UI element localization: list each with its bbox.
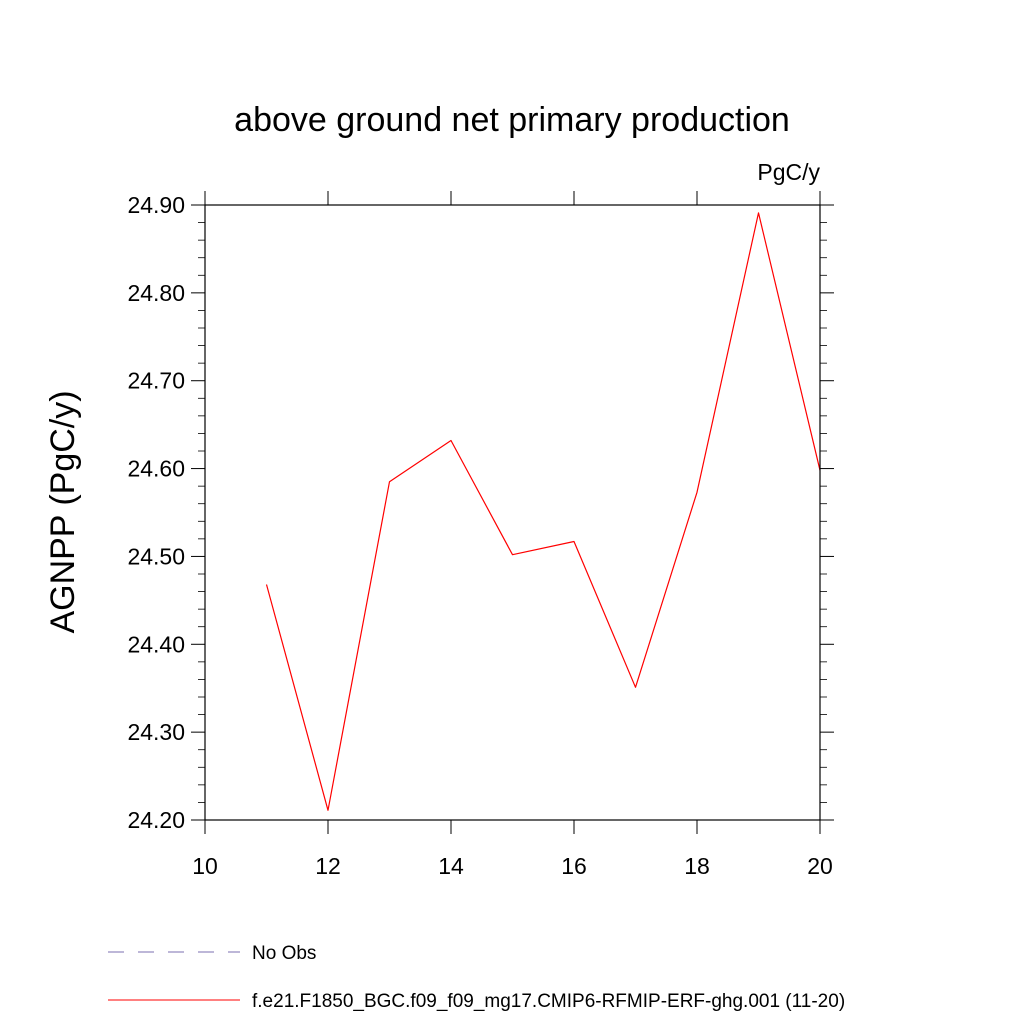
series-line <box>265 212 821 811</box>
x-tick-label: 10 <box>192 853 218 879</box>
x-tick-label: 18 <box>684 853 710 879</box>
legend-label: f.e21.F1850_BGC.f09_f09_mg17.CMIP6-RFMIP… <box>252 991 845 1012</box>
y-tick-label: 24.40 <box>127 631 185 657</box>
units-label: PgC/y <box>757 159 820 185</box>
axis-tick-labels: 24.20 24.30 24.40 24.50 24.60 24.70 24.80 24.90… <box>127 192 832 879</box>
y-tick-label: 24.90 <box>127 192 185 218</box>
y-tick-label: 24.60 <box>127 456 185 482</box>
axis-ticks <box>191 191 834 834</box>
plot-frame <box>204 204 821 821</box>
legend: No Obs f.e21.F1850_BGC.f09_f09_mg17.CMIP6… <box>108 943 845 1012</box>
x-tick-label: 20 <box>807 853 833 879</box>
y-tick-label: 24.70 <box>127 368 185 394</box>
legend-label: No Obs <box>252 943 316 964</box>
y-tick-label: 24.80 <box>127 280 185 306</box>
x-tick-label: 14 <box>438 853 464 879</box>
chart-title: above ground net primary production <box>234 101 790 139</box>
x-tick-label: 16 <box>561 853 587 879</box>
y-axis-label: AGNPP (PgC/y) <box>44 390 82 633</box>
y-tick-label: 24.50 <box>127 543 185 569</box>
y-tick-label: 24.30 <box>127 719 185 745</box>
series-lines <box>265 212 821 811</box>
x-tick-label: 12 <box>315 853 341 879</box>
y-tick-label: 24.20 <box>127 807 185 833</box>
